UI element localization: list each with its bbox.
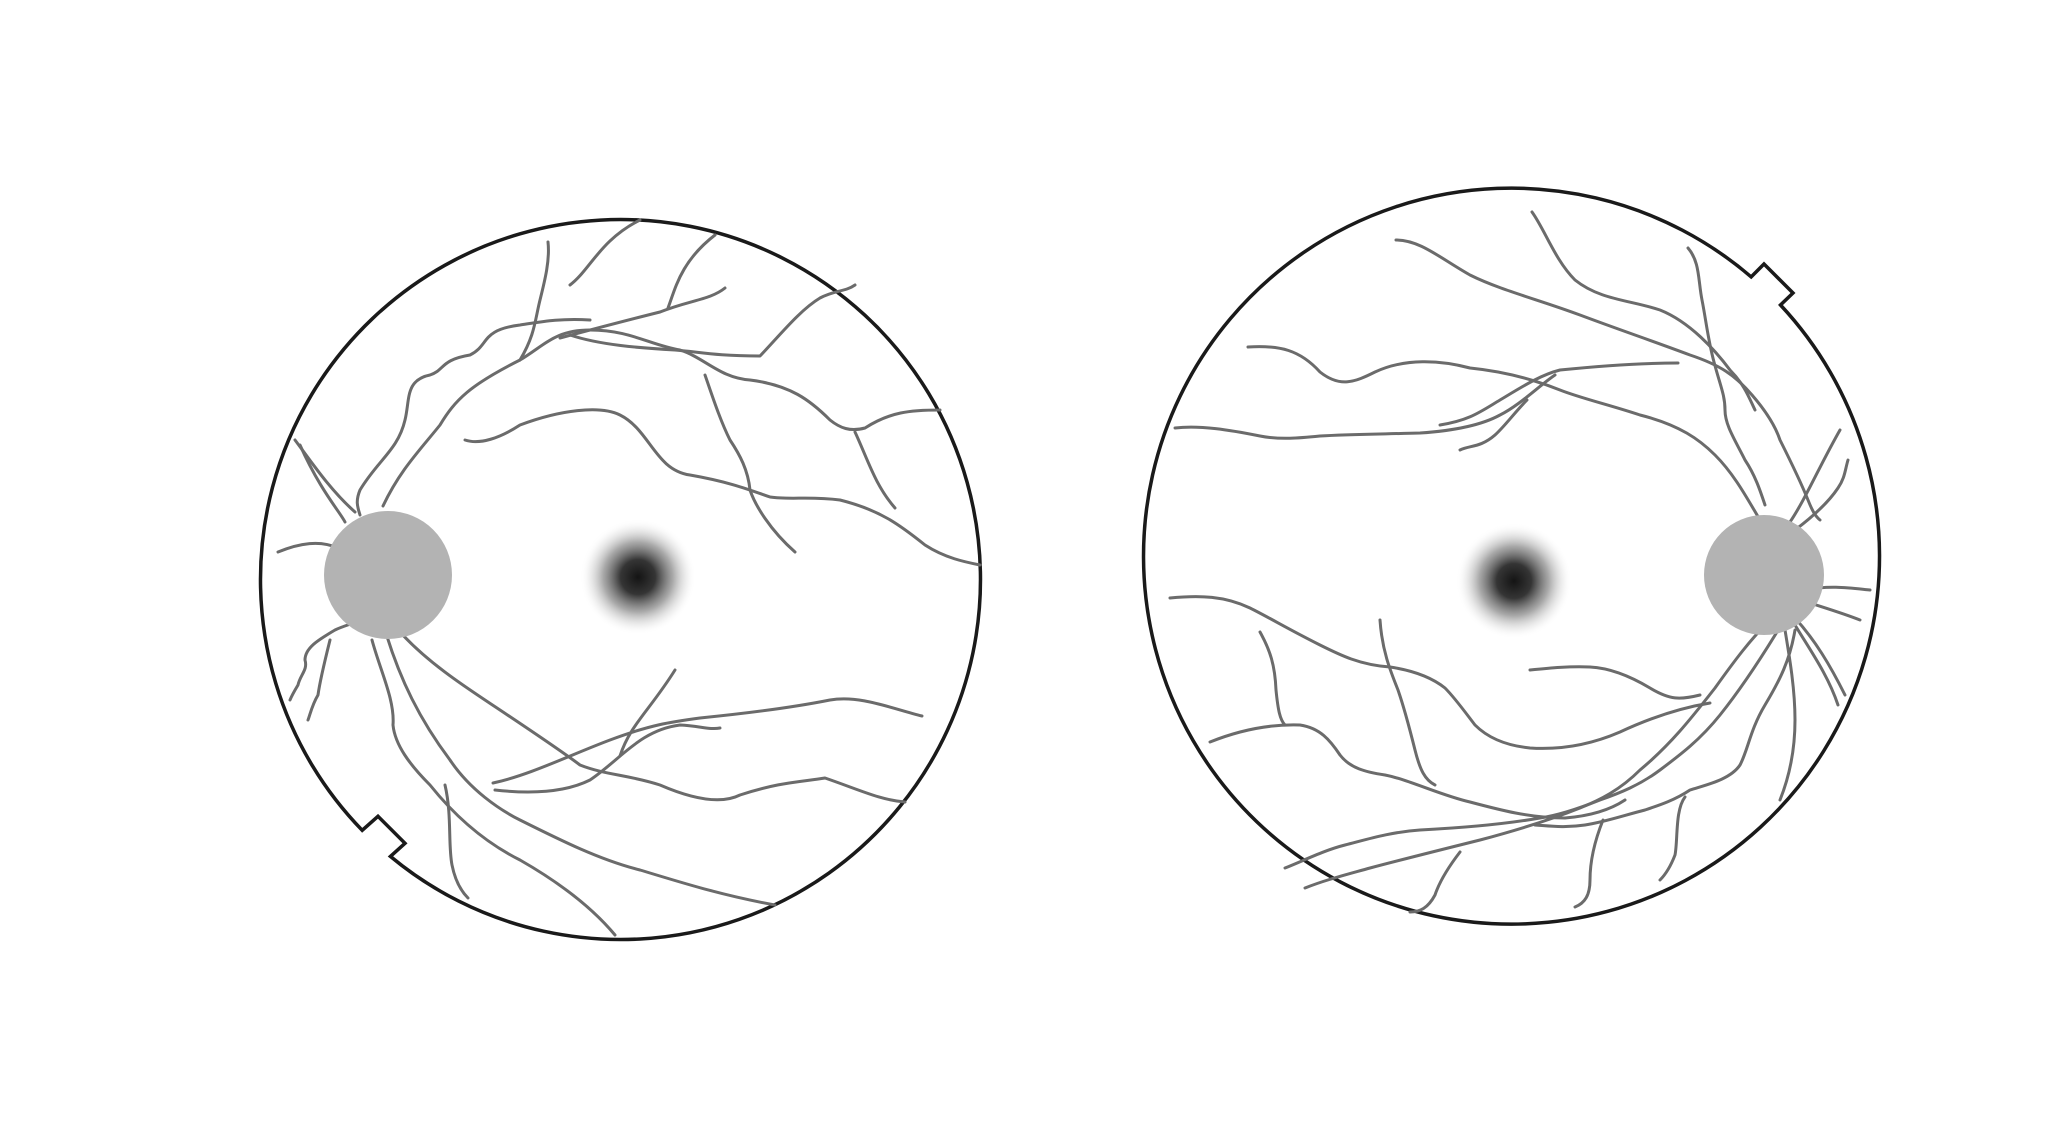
left-eye-fundus — [258, 217, 983, 942]
left-vessels — [276, 218, 982, 937]
right-eye-fundus — [1141, 186, 1882, 926]
left-optic-disc — [324, 511, 452, 639]
right-vessels — [1168, 210, 1872, 914]
left-macula — [580, 519, 696, 635]
right-macula — [1456, 523, 1572, 639]
right-optic-disc — [1704, 515, 1824, 635]
